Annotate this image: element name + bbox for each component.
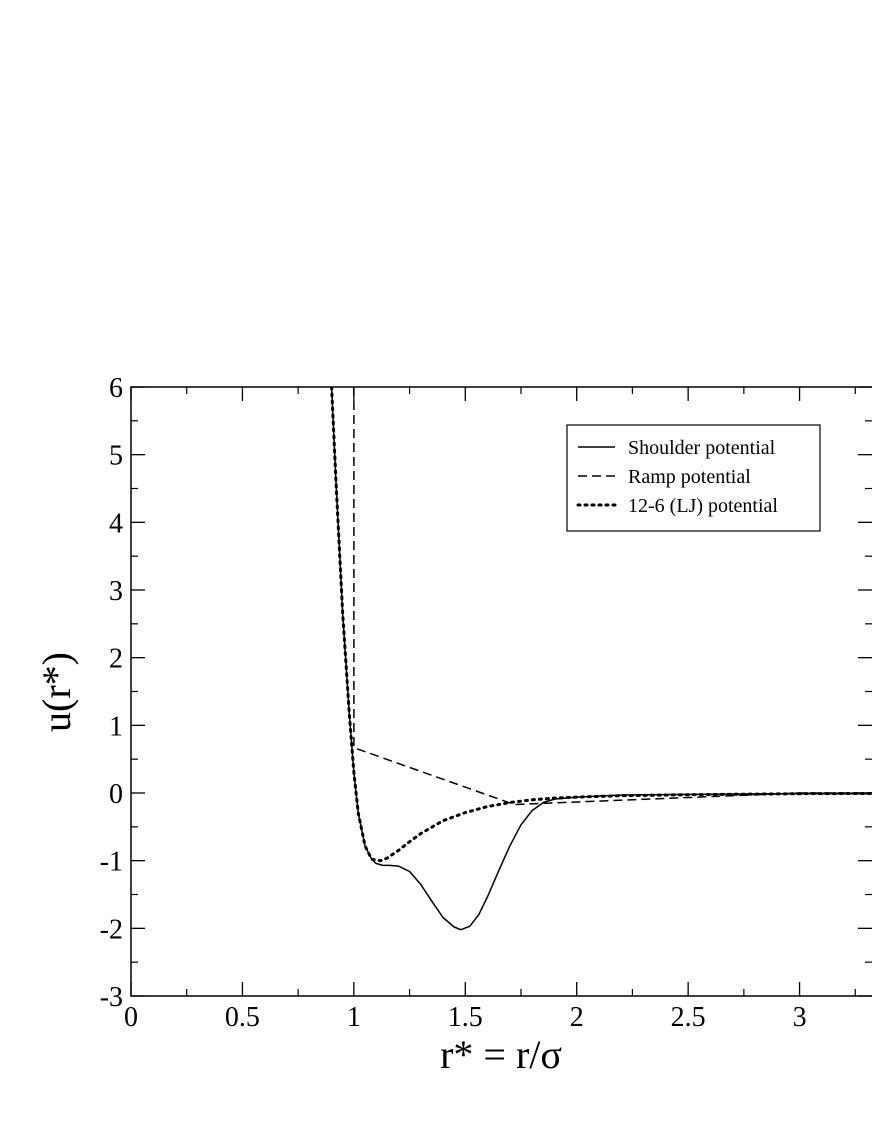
x-tick-label: 2.5 <box>671 1002 706 1033</box>
y-tick-label: 1 <box>109 711 123 742</box>
x-tick-label: 1 <box>347 1002 361 1033</box>
y-tick-label: 6 <box>109 373 123 404</box>
y-axis-title: u(r*) <box>34 652 79 732</box>
y-tick-label: 0 <box>109 779 123 810</box>
y-tick-label: 4 <box>109 508 123 539</box>
plot-area <box>330 387 872 931</box>
x-tick-label: 2 <box>570 1002 584 1033</box>
x-tick-label: 0 <box>124 1002 138 1033</box>
legend-box <box>566 424 821 532</box>
y-tick-label: -3 <box>100 982 123 1013</box>
series-line-2 <box>353 387 872 806</box>
legend: Shoulder potential Ramp potential 12-6 (LJ… <box>566 424 821 532</box>
y-tick-label: -2 <box>100 914 123 945</box>
legend-label-3: 12-6 (LJ) potential <box>628 495 778 517</box>
legend-label-1: Shoulder potential <box>628 437 776 459</box>
x-tick-label: 1.5 <box>448 1002 483 1033</box>
y-tick-label: 5 <box>109 441 123 472</box>
y-tick-label: 3 <box>109 576 123 607</box>
legend-label-2: Ramp potential <box>628 466 751 488</box>
x-tick-label: 0.5 <box>225 1002 260 1033</box>
y-tick-label: -1 <box>100 847 123 878</box>
x-axis-title: r* = r/σ <box>440 1032 562 1077</box>
series-line-3 <box>330 387 872 863</box>
x-tick-label: 3 <box>793 1002 807 1033</box>
y-tick-label: 2 <box>109 644 123 675</box>
